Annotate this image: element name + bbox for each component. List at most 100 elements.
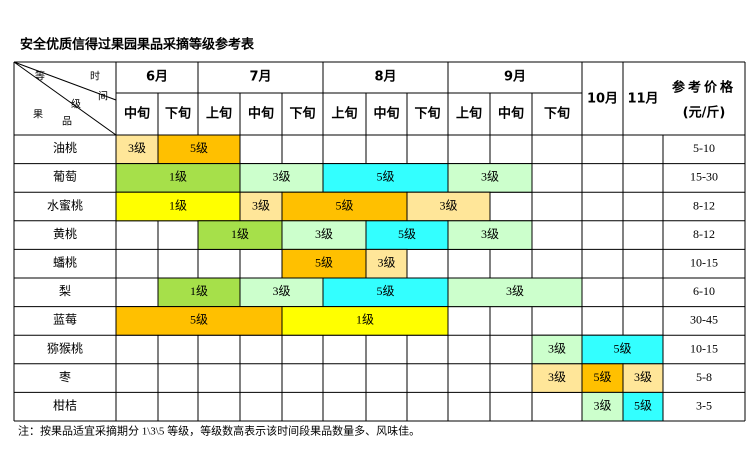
grade-label: 3级 [548, 341, 566, 355]
price: 30-45 [690, 313, 718, 327]
grade-cell [281, 306, 449, 336]
grade-label: 3级 [272, 170, 290, 184]
corner-label: 间 [98, 89, 108, 102]
grade-cell [531, 334, 583, 365]
grade-label: 1级 [169, 170, 187, 184]
grade-label: 3级 [272, 284, 290, 298]
price: 10-15 [690, 341, 718, 355]
grade-label: 5级 [398, 227, 416, 241]
month-header: 8月 [374, 70, 396, 85]
grade-label: 1级 [231, 227, 249, 241]
period-header: 上旬 [456, 106, 482, 122]
price: 8-12 [693, 227, 715, 241]
period-header: 中旬 [498, 106, 524, 122]
fruit-name: 枣 [59, 370, 71, 384]
grade-label: 3级 [548, 370, 566, 384]
month-header: 7月 [249, 70, 271, 85]
grade-cell [622, 363, 664, 393]
period-header: 下旬 [414, 106, 440, 122]
grade-label: 3级 [481, 170, 499, 184]
fruit-name: 梨 [59, 284, 71, 298]
corner-label: 果 [33, 108, 43, 120]
grade-cell [581, 391, 624, 422]
grade-cell [115, 191, 241, 222]
grade-label: 3级 [377, 255, 395, 269]
price: 8-12 [693, 198, 715, 212]
period-header: 上旬 [331, 106, 357, 122]
fruit-name: 水蜜桃 [47, 197, 83, 212]
grade-cell [157, 134, 241, 165]
grade-label: 3级 [128, 141, 146, 155]
grade-label: 1级 [169, 198, 187, 212]
price: 5-10 [693, 141, 715, 155]
grade-cell [581, 334, 664, 365]
corner-label: 时 [90, 70, 100, 82]
fruit-name: 蓝莓 [53, 313, 77, 327]
grade-label: 5级 [315, 255, 333, 269]
grade-cell [281, 191, 408, 222]
price: 15-30 [690, 170, 718, 184]
price: 3-5 [696, 398, 712, 412]
period-header: 下旬 [165, 106, 191, 122]
grade-cell [406, 191, 491, 222]
grade-label: 1级 [356, 313, 374, 327]
period-header: 中旬 [373, 106, 399, 122]
table-border [13, 61, 117, 101]
fruit-name: 柑桔 [53, 397, 77, 412]
grade-label: 5级 [593, 370, 611, 384]
price: 10-15 [690, 255, 718, 269]
fruit-name: 葡萄 [53, 170, 77, 184]
period-header: 中旬 [124, 106, 150, 122]
grade-label: 5级 [335, 198, 353, 212]
fruit-name: 蟠桃 [53, 254, 77, 269]
grade-cell [197, 220, 283, 250]
period-header: 上旬 [206, 106, 232, 122]
grade-cell [239, 277, 324, 308]
corner-label: 等 [35, 69, 45, 82]
month-header: 10月 [587, 92, 618, 107]
title: 安全优质信得过果园果品采摘等级参考表 [20, 37, 255, 53]
grade-cell [447, 220, 533, 250]
grade-cell [157, 277, 241, 308]
grade-cell [365, 248, 408, 279]
grade-cell [239, 191, 283, 222]
grade-label: 5级 [634, 398, 652, 412]
grade-cell [447, 163, 533, 193]
grade-label: 1级 [190, 284, 208, 298]
price-unit: (元/斤) [683, 105, 726, 121]
grade-label: 5级 [376, 170, 394, 184]
grade-label: 5级 [190, 313, 208, 327]
grade-label: 3级 [634, 370, 652, 384]
grade-label: 5级 [613, 341, 631, 355]
grade-label: 5级 [376, 284, 394, 298]
grade-label: 3级 [439, 198, 457, 212]
period-header: 中旬 [248, 106, 274, 122]
grade-label: 5级 [190, 141, 208, 155]
month-header: 11月 [627, 92, 658, 107]
grade-label: 3级 [506, 284, 524, 298]
price: 6-10 [693, 284, 715, 298]
period-header: 下旬 [289, 106, 315, 122]
grade-label: 3级 [481, 227, 499, 241]
table-border [13, 61, 117, 136]
grade-label: 3级 [315, 227, 333, 241]
grade-cell [322, 163, 449, 193]
period-header: 下旬 [544, 106, 570, 122]
grade-label: 3级 [593, 398, 611, 412]
price: 5-8 [696, 370, 712, 384]
corner-label: 级 [71, 98, 81, 110]
corner-label: 品 [62, 115, 72, 127]
grade-cell [622, 391, 664, 422]
grade-cell [447, 277, 583, 308]
month-header: 6月 [146, 70, 168, 85]
grade-label: 3级 [252, 198, 270, 212]
note: 注：按果品适宜采摘期分 1\3\5 等级，等级数高表示该时间段果品数量多、风味佳… [18, 424, 420, 438]
fruit-name: 猕猴桃 [47, 340, 83, 355]
month-header: 9月 [504, 70, 526, 85]
price-header: 参考价格 [672, 80, 736, 96]
fruit-name: 油桃 [53, 140, 77, 155]
grade-cell [115, 306, 283, 336]
grade-cell [581, 363, 624, 393]
fruit-name: 黄桃 [53, 226, 77, 241]
